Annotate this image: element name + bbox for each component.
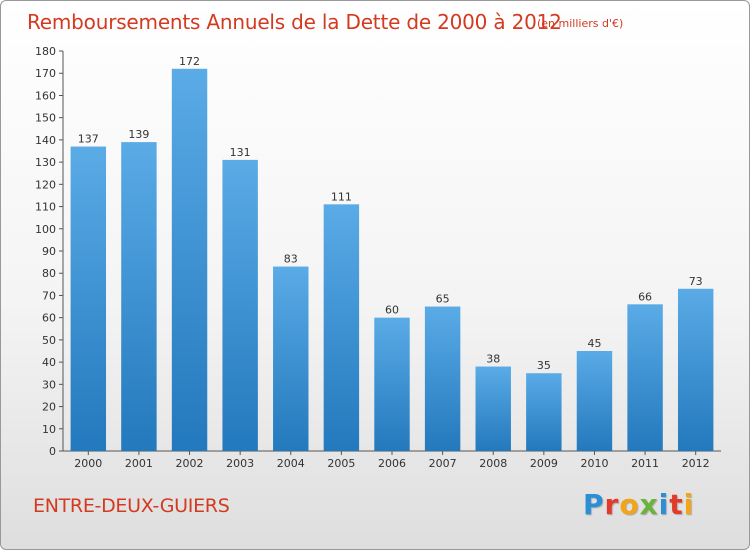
logo-letter: P xyxy=(583,488,605,521)
x-tick-label-2005: 2005 xyxy=(327,457,355,470)
bar-2000 xyxy=(70,146,107,452)
y-tick-label: 160 xyxy=(35,89,56,102)
data-label-2010: 45 xyxy=(587,337,601,350)
y-tick-label: 130 xyxy=(35,156,56,169)
logo-letter: i xyxy=(658,488,670,521)
logo-letter: i xyxy=(683,488,695,521)
y-tick-label: 180 xyxy=(35,45,56,58)
y-tick-label: 30 xyxy=(42,378,56,391)
bar-2009 xyxy=(526,373,562,451)
logo-letter: x xyxy=(639,488,659,521)
data-label-2000: 137 xyxy=(78,133,99,146)
bar-2001 xyxy=(121,142,157,451)
y-tick-label: 170 xyxy=(35,67,56,80)
y-tick-label: 90 xyxy=(42,245,56,258)
data-label-2005: 111 xyxy=(331,190,352,203)
logo-letter: t xyxy=(669,488,684,521)
x-tick-label-2009: 2009 xyxy=(530,457,558,470)
x-tick-label-2012: 2012 xyxy=(682,457,710,470)
x-tick-label-2011: 2011 xyxy=(631,457,659,470)
bar-2003 xyxy=(222,159,258,451)
y-tick-label: 150 xyxy=(35,112,56,125)
data-label-2007: 65 xyxy=(436,293,450,306)
chart-title: Remboursements Annuels de la Dette de 20… xyxy=(27,10,562,34)
x-tick-label-2006: 2006 xyxy=(378,457,406,470)
commune-name: ENTRE-DEUX-GUIERS xyxy=(33,495,230,517)
y-tick-label: 120 xyxy=(35,178,56,191)
bars: 137 139 172 131 83 111 60 65 38 35 45 66 73 xyxy=(70,55,714,452)
logo-letter: r xyxy=(604,488,620,521)
data-label-2001: 139 xyxy=(128,128,149,141)
x-tick-label-2001: 2001 xyxy=(125,457,153,470)
y-tick-label: 100 xyxy=(35,223,56,236)
x-tick-label-2008: 2008 xyxy=(479,457,507,470)
y-tick-label: 20 xyxy=(42,401,56,414)
y-tick-label: 60 xyxy=(42,312,56,325)
y-tick-label: 40 xyxy=(42,356,56,369)
y-tick-label: 110 xyxy=(35,201,56,214)
axes: 0 10 20 30 40 50 60 70 80 90 100 110 120 130 140 150 160… xyxy=(35,45,721,470)
x-tick-label-2007: 2007 xyxy=(429,457,457,470)
y-tick-label: 50 xyxy=(42,334,56,347)
data-label-2011: 66 xyxy=(638,290,652,303)
data-label-2004: 83 xyxy=(284,253,298,266)
y-tick-label: 0 xyxy=(49,445,56,458)
proxiti-logo: Proxiti xyxy=(583,488,694,521)
bar-2007 xyxy=(424,306,461,451)
bar-2002 xyxy=(171,68,208,452)
x-tick-label-2010: 2010 xyxy=(580,457,608,470)
bar-2008 xyxy=(475,366,511,451)
data-label-2003: 131 xyxy=(230,146,251,159)
y-tick-label: 10 xyxy=(42,423,56,436)
y-tick-label: 80 xyxy=(42,267,56,280)
x-tick-label-2004: 2004 xyxy=(277,457,305,470)
chart-subtitle: (en milliers d'€) xyxy=(537,17,624,30)
bar-2004 xyxy=(273,266,309,451)
x-tick-label-2003: 2003 xyxy=(226,457,254,470)
data-label-2002: 172 xyxy=(179,55,200,68)
bar-2010 xyxy=(576,351,613,451)
y-tick-label: 140 xyxy=(35,134,56,147)
bar-2011 xyxy=(627,304,663,451)
y-tick-label: 70 xyxy=(42,289,56,302)
logo-letter: o xyxy=(619,488,640,521)
bar-2005 xyxy=(323,204,360,451)
data-label-2012: 73 xyxy=(689,275,703,288)
x-tick-label-2000: 2000 xyxy=(74,457,102,470)
data-label-2006: 60 xyxy=(385,304,399,317)
bar-2006 xyxy=(374,317,410,451)
x-tick-label-2002: 2002 xyxy=(176,457,204,470)
data-label-2009: 35 xyxy=(537,359,551,372)
bar-2012 xyxy=(677,288,714,451)
data-label-2008: 38 xyxy=(486,353,500,366)
